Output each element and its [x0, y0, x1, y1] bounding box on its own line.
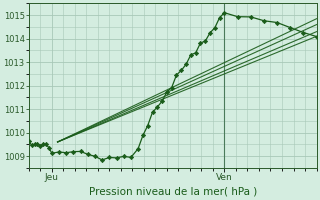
X-axis label: Pression niveau de la mer( hPa ): Pression niveau de la mer( hPa )	[89, 187, 257, 197]
